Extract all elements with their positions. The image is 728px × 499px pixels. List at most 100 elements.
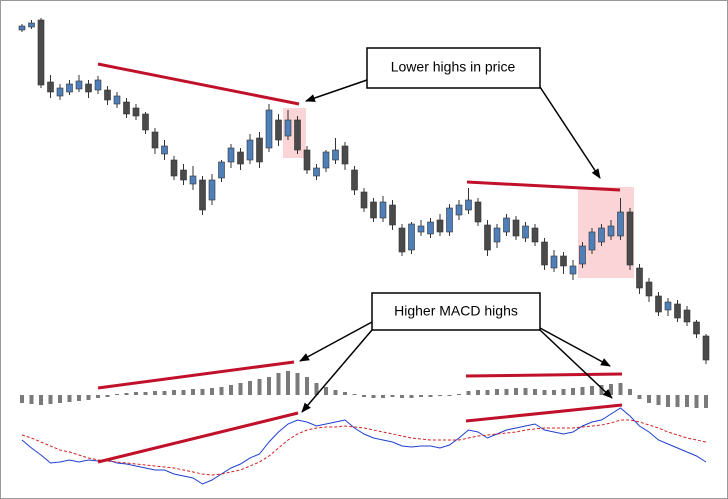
candle-body [636, 267, 643, 289]
candle-body [484, 224, 491, 251]
histogram-bar [599, 385, 604, 395]
histogram-bar [20, 395, 24, 403]
histogram-bar [324, 387, 328, 395]
candle-body [151, 131, 159, 149]
histogram-bar [238, 383, 243, 395]
histogram-bar [400, 395, 404, 398]
histogram-bar [162, 391, 167, 395]
histogram-bar [181, 390, 186, 395]
histogram-bar [495, 389, 499, 395]
annotations [97, 62, 623, 464]
candle-body [237, 151, 244, 165]
candle-body [85, 83, 92, 93]
histogram-bar [86, 395, 91, 400]
candle-body [474, 201, 482, 223]
candle-body [265, 109, 273, 149]
histogram-bar [476, 390, 480, 395]
histogram-bar [504, 389, 509, 395]
candle-body [94, 79, 102, 91]
candle-body [227, 147, 235, 163]
trend-line [465, 403, 623, 423]
histogram-bar [675, 395, 680, 407]
histogram-bar [67, 395, 72, 402]
candle-body [370, 201, 377, 219]
candle-body [170, 159, 178, 177]
histogram-bar [362, 395, 366, 397]
histogram-bar [447, 395, 452, 396]
candle-body [218, 161, 225, 179]
histogram-bar [428, 395, 433, 397]
candle-body [332, 149, 339, 161]
candle-body [493, 227, 501, 243]
histogram-bar [77, 395, 81, 401]
histogram-bar [666, 395, 670, 407]
candle-body [427, 221, 434, 235]
histogram-bar [153, 391, 157, 395]
histogram-bar [590, 386, 594, 395]
histogram-bar [381, 395, 385, 398]
trend-line [97, 360, 295, 390]
candle-body [446, 207, 453, 233]
candle-body [702, 335, 710, 361]
histogram-bar [134, 392, 138, 395]
histogram-bar [371, 395, 376, 398]
histogram-bar [419, 395, 423, 397]
candle-body [18, 25, 26, 31]
histogram-bar [96, 395, 100, 398]
histogram-bar [561, 389, 566, 395]
candle-body [113, 95, 121, 105]
histogram-bar [637, 395, 642, 399]
arrow [305, 79, 368, 102]
candle-body [541, 241, 548, 266]
candle-body [503, 217, 510, 233]
candle-body [123, 101, 130, 115]
indicator-line [21, 419, 707, 476]
histogram-bar [352, 394, 357, 395]
candle-body [436, 219, 444, 233]
candle-body [674, 303, 681, 319]
candle-body [199, 179, 206, 211]
candle-body [531, 227, 539, 243]
candle-body [256, 137, 263, 163]
candle-body [512, 219, 520, 237]
candle-body [351, 169, 358, 191]
histogram-bar [248, 381, 252, 395]
histogram-bar [656, 395, 661, 405]
histogram-bar [533, 389, 537, 395]
arrows [299, 79, 613, 413]
candle-body [664, 301, 672, 311]
histogram-bar [390, 395, 395, 397]
histogram-bar [314, 383, 319, 395]
histogram-bar [48, 395, 53, 404]
histogram-bar [200, 389, 205, 395]
candle-body [417, 225, 425, 233]
arrow [539, 329, 613, 399]
candle-body [522, 225, 529, 239]
candle-body [579, 245, 586, 265]
candle-body [294, 119, 301, 151]
arrow [299, 321, 373, 362]
histogram-bar [609, 384, 613, 395]
histogram-bar [457, 394, 461, 395]
candle-body [208, 179, 216, 201]
candle-body [360, 191, 368, 209]
histogram-bar [257, 379, 262, 395]
arrow [301, 329, 373, 413]
marks [18, 18, 710, 485]
histogram-bar [485, 390, 490, 395]
histogram-bar [438, 395, 442, 396]
histogram-bar [618, 383, 623, 395]
arrow [539, 327, 611, 367]
trend-line [97, 62, 300, 106]
candle-body [189, 175, 197, 185]
candle-body [47, 81, 54, 93]
candle-body [284, 119, 292, 137]
candle-body [75, 80, 83, 90]
candle-body [465, 199, 472, 211]
candle-body [313, 167, 320, 177]
candle-body [275, 119, 282, 141]
histogram-bar [191, 389, 195, 395]
indicator-line [21, 407, 707, 485]
candle-body [132, 107, 140, 117]
candle-body [645, 281, 653, 297]
